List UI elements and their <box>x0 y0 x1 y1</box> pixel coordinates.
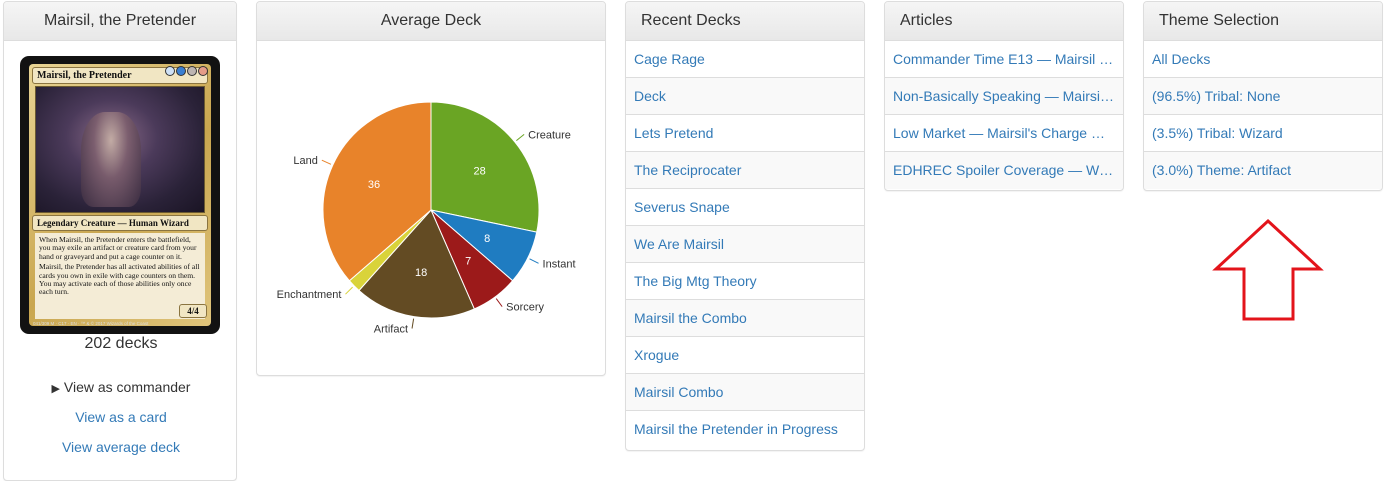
pie-leader-line <box>516 133 525 142</box>
card-power-toughness: 4/4 <box>179 304 207 318</box>
recent-deck-link[interactable]: We Are Mairsil <box>626 226 864 263</box>
card-name: Mairsil, the Pretender <box>32 67 208 84</box>
article-link[interactable]: EDHREC Spoiler Coverage — W… <box>885 152 1123 189</box>
theme-selection-panel: Theme Selection All Decks (96.5%) Tribal:… <box>1143 1 1383 191</box>
card-art-image <box>35 86 205 213</box>
average-deck-panel: Average Deck 28 Creature 8 Instant 7 Sorcery 1… <box>256 1 606 376</box>
view-average-deck-link[interactable]: View average deck <box>61 439 181 455</box>
articles-list: Commander Time E13 — Mairsil … Non-Basica… <box>885 41 1123 189</box>
recent-deck-link[interactable]: Mairsil the Pretender in Progress <box>634 421 838 437</box>
pie-category-label: Artifact <box>374 323 408 335</box>
recent-deck-link[interactable]: Mairsil the Combo <box>626 300 864 337</box>
articles-panel: Articles Commander Time E13 — Mairsil … N… <box>884 1 1124 191</box>
theme-option-link[interactable]: (3.5%) Tribal: Wizard <box>1144 115 1382 152</box>
pie-leader-line <box>529 258 539 264</box>
pie-category-label: Enchantment <box>277 289 342 301</box>
view-as-commander-toggle[interactable]: ▶ View as commander <box>51 379 191 395</box>
recent-deck-link[interactable]: Xrogue <box>626 337 864 374</box>
deck-count: 202 decks <box>84 335 158 352</box>
theme-option-link[interactable]: All Decks <box>1144 41 1382 78</box>
recent-deck-link[interactable]: Cage Rage <box>626 41 864 78</box>
recent-deck-link[interactable]: Lets Pretend <box>626 115 864 152</box>
pie-value-label: 8 <box>484 233 490 245</box>
recent-decks-panel: Recent Decks Cage Rage Deck Lets Pretend Th… <box>625 1 865 451</box>
article-link[interactable]: Commander Time E13 — Mairsil … <box>885 41 1123 78</box>
recent-decks-title: Recent Decks <box>626 2 864 41</box>
theme-selection-title: Theme Selection <box>1144 2 1382 41</box>
commander-card-image[interactable]: Mairsil, the Pretender Legendary Creatur… <box>20 56 220 334</box>
articles-title: Articles <box>885 2 1123 41</box>
card-type-line: Legendary Creature — Human Wizard <box>32 215 208 231</box>
commander-panel: Mairsil, the Pretender Mairsil, the Pret… <box>3 1 237 481</box>
pie-category-label: Land <box>293 155 317 167</box>
recent-deck-link[interactable]: The Big Mtg Theory <box>626 263 864 300</box>
pie-value-label: 7 <box>465 255 471 267</box>
theme-option-link[interactable]: (96.5%) Tribal: None <box>1144 78 1382 115</box>
article-link[interactable]: Low Market — Mairsil's Charge … <box>885 115 1123 152</box>
pie-value-label: 28 <box>473 166 485 178</box>
commander-title: Mairsil, the Pretender <box>4 2 236 41</box>
pie-slice-artifact <box>358 209 475 319</box>
pie-slice-creature <box>430 101 540 233</box>
pie-value-label: 18 <box>415 267 427 279</box>
theme-option-link[interactable]: (3.0%) Theme: Artifact <box>1144 152 1382 189</box>
pie-category-label: Creature <box>528 129 571 141</box>
card-rules-text: When Mairsil, the Pretender enters the b… <box>35 233 205 319</box>
recent-decks-list: Cage Rage Deck Lets Pretend The Reciprocate… <box>626 41 864 448</box>
mana-cost-icon <box>165 66 208 76</box>
pie-category-label: Sorcery <box>506 302 544 314</box>
pie-leader-line <box>495 298 503 307</box>
pie-leader-line <box>411 318 415 329</box>
article-link[interactable]: Non-Basically Speaking — Mairsi… <box>885 78 1123 115</box>
pie-value-label: 36 <box>368 179 380 191</box>
pie-leader-line <box>321 159 332 165</box>
card-footer: 041/309 M · C17 · EN · ™ & © 2017 Wizard… <box>33 321 149 326</box>
recent-deck-link[interactable]: The Reciprocater <box>626 152 864 189</box>
recent-deck-link[interactable]: Mairsil Combo <box>626 374 864 411</box>
pie-category-label: Instant <box>543 258 576 270</box>
view-as-card-link[interactable]: View as a card <box>75 409 167 425</box>
pie-slice-land <box>322 101 432 282</box>
recent-deck-link[interactable]: Deck <box>626 78 864 115</box>
theme-selection-list: All Decks (96.5%) Tribal: None (3.5%) Trib… <box>1144 41 1382 189</box>
recent-deck-link[interactable]: Severus Snape <box>626 189 864 226</box>
average-deck-title: Average Deck <box>257 2 605 41</box>
pie-leader-line <box>345 286 353 295</box>
average-deck-pie-chart: 28 Creature 8 Instant 7 Sorcery 18 Artifact Ench… <box>277 101 576 335</box>
triangle-right-icon: ▶ <box>51 383 60 395</box>
up-arrow-annotation-icon <box>1212 218 1324 321</box>
